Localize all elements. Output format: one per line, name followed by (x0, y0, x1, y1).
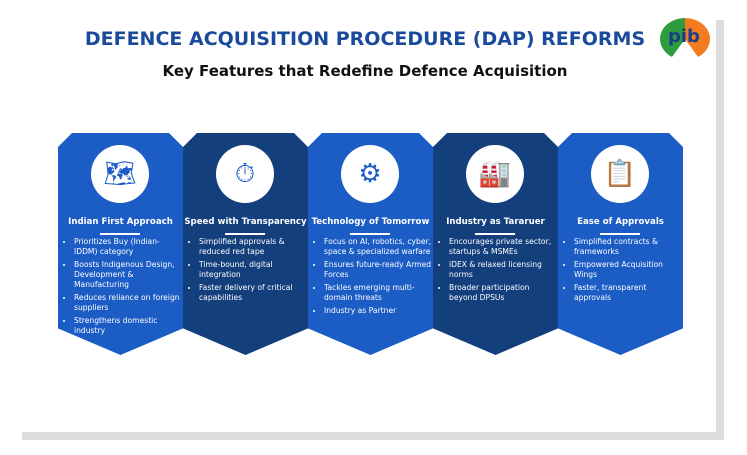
card-point: Strengthens domestic industry (74, 316, 182, 336)
factory-icon: 🏭 (466, 145, 524, 203)
approved-document-icon: 📋 (591, 145, 649, 203)
card-point: Empowered Acquisition Wings (574, 260, 682, 280)
pib-logo: pib (660, 18, 710, 60)
card-point: Boosts Indigenous Design, Development & … (74, 260, 182, 290)
card-point: Simplified approvals & reduced red tape (199, 237, 307, 257)
card-point: Encourages private sector, startups & MS… (449, 237, 557, 257)
card-point: Faster delivery of critical capabilities (199, 283, 307, 303)
card-point: Faster, transparent approvals (574, 283, 682, 303)
card-points: Prioritizes Buy (Indian-IDDM) category Bo… (62, 237, 182, 339)
divider (225, 233, 265, 235)
card-point: Focus on AI, robotics, cyber, space & sp… (324, 237, 432, 257)
india-map-icon-glyph: 🗺 (103, 159, 137, 189)
divider (100, 233, 140, 235)
approved-document-icon-glyph: 📋 (603, 159, 637, 189)
card-point: Prioritizes Buy (Indian-IDDM) category (74, 237, 182, 257)
card-point: Time-bound, digital integration (199, 260, 307, 280)
card-points: Simplified contracts & frameworks Empower… (562, 237, 682, 306)
card-points: Simplified approvals & reduced red tape T… (187, 237, 307, 306)
divider (350, 233, 390, 235)
feature-card: 📋 Ease of Approvals Simplified contracts… (558, 133, 683, 355)
circuit-chip-icon: ⚙ (341, 145, 399, 203)
card-point: Simplified contracts & frameworks (574, 237, 682, 257)
card-title: Industry as Tararuer (446, 217, 545, 227)
feature-card: ⚙ Technology of Tomorrow Focus on AI, ro… (308, 133, 433, 355)
divider (475, 233, 515, 235)
logo-text: pib (668, 26, 700, 47)
feature-card: ⏱ Speed with Transparency Simplified app… (183, 133, 308, 355)
feature-card: 🏭 Industry as Tararuer Encourages privat… (433, 133, 558, 355)
card-title: Technology of Tomorrow (311, 217, 430, 227)
stopwatch-icon-glyph: ⏱ (234, 158, 256, 189)
card-title: Speed with Transparency (184, 217, 307, 227)
factory-icon-glyph: 🏭 (478, 159, 512, 189)
card-point: Ensures future-ready Armed Forces (324, 260, 432, 280)
feature-cards: 🗺 Indian First Approach Prioritizes Buy … (58, 133, 683, 355)
page-title: DEFENCE ACQUISITION PROCEDURE (DAP) REFO… (84, 28, 646, 50)
card-point: iDEX & relaxed licensing norms (449, 260, 557, 280)
stopwatch-icon: ⏱ (216, 145, 274, 203)
card-point: Reduces reliance on foreign suppliers (74, 293, 182, 313)
india-map-icon: 🗺 (91, 145, 149, 203)
card-points: Encourages private sector, startups & MS… (437, 237, 557, 306)
card-title: Indian First Approach (68, 217, 173, 227)
divider (600, 233, 640, 235)
card-points: Focus on AI, robotics, cyber, space & sp… (312, 237, 432, 319)
card-point: Industry as Partner (324, 306, 432, 316)
circuit-chip-icon-glyph: ⚙ (358, 159, 382, 189)
card-point: Tackles emerging multi-domain threats (324, 283, 432, 303)
card-title: Ease of Approvals (577, 217, 664, 227)
feature-card: 🗺 Indian First Approach Prioritizes Buy … (58, 133, 183, 355)
card-point: Broader participation beyond DPSUs (449, 283, 557, 303)
page-subtitle: Key Features that Redefine Defence Acqui… (162, 62, 568, 80)
